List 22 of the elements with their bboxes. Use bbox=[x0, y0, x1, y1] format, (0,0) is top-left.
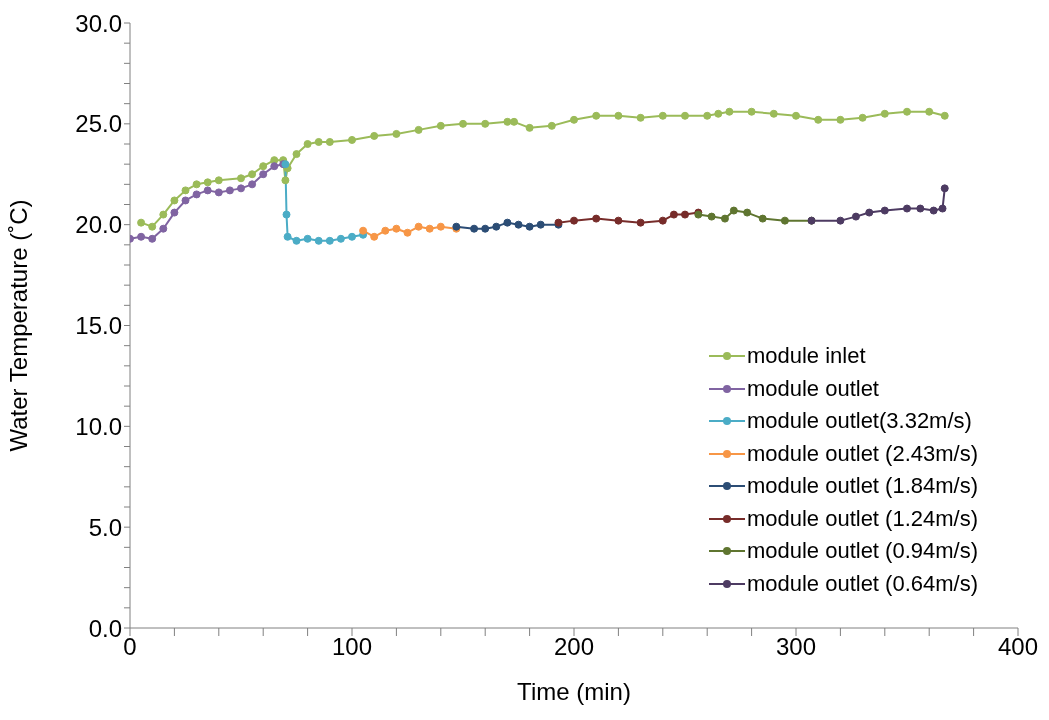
y-tick-label: 20.0 bbox=[75, 211, 122, 239]
x-tick-label: 400 bbox=[997, 633, 1039, 661]
x-axis-title: Time (min) bbox=[517, 678, 631, 705]
legend-label: module outlet (1.84m/s) bbox=[746, 473, 978, 500]
y-tick-label: 0.0 bbox=[88, 614, 122, 642]
x-tick-label: 200 bbox=[553, 633, 595, 661]
legend-label: module outlet (0.94m/s) bbox=[746, 538, 978, 565]
legend-label: module outlet (0.64m/s) bbox=[746, 570, 978, 597]
legend-label: module inlet bbox=[746, 343, 866, 370]
x-tick-label: 100 bbox=[331, 633, 373, 661]
legend-label: module outlet (2.43m/s) bbox=[746, 440, 978, 467]
y-tick-label: 15.0 bbox=[75, 312, 122, 340]
y-tick-label: 5.0 bbox=[88, 513, 122, 541]
y-tick-label: 30.0 bbox=[75, 9, 122, 37]
x-tick-label: 300 bbox=[775, 633, 817, 661]
y-tick-label: 10.0 bbox=[75, 412, 122, 440]
legend-label: module outlet bbox=[746, 375, 879, 402]
legend-label: module outlet (1.24m/s) bbox=[746, 505, 978, 532]
y-axis-title: Water Temperature (˚C) bbox=[4, 199, 32, 452]
x-tick-label: 0 bbox=[123, 633, 137, 661]
legend-label: module outlet(3.32m/s) bbox=[746, 408, 972, 435]
y-tick-label: 25.0 bbox=[75, 110, 122, 138]
